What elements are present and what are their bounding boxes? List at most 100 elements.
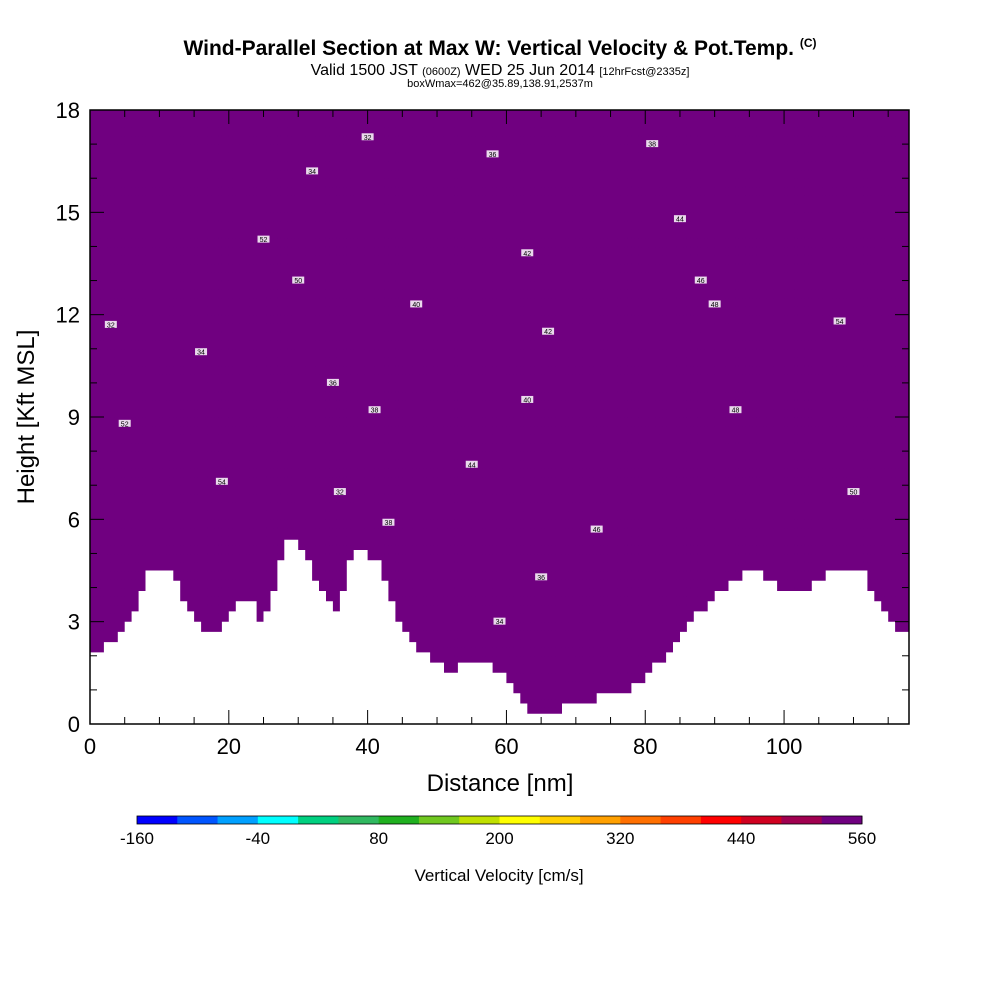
velocity-cell (187, 561, 192, 572)
velocity-cell (235, 502, 240, 512)
velocity-cell (114, 348, 119, 358)
velocity-cell (305, 399, 310, 410)
velocity-cell (124, 169, 129, 179)
velocity-cell (152, 280, 157, 290)
velocity-cell (239, 186, 244, 196)
velocity-cell (235, 365, 240, 375)
velocity-cell (294, 254, 299, 265)
velocity-cell (214, 110, 219, 120)
velocity-cell (263, 186, 268, 196)
velocity-cell (260, 365, 265, 375)
velocity-cell (329, 536, 334, 546)
velocity-cell (128, 110, 133, 120)
velocity-cell (176, 254, 181, 265)
velocity-cell (260, 323, 265, 333)
velocity-cell (287, 340, 292, 350)
velocity-cell (169, 297, 174, 307)
velocity-cell (93, 152, 98, 162)
velocity-cell (194, 570, 199, 580)
velocity-cell (152, 536, 157, 546)
velocity-cell (312, 237, 317, 248)
velocity-cell (242, 579, 247, 589)
velocity-cell (301, 289, 306, 299)
velocity-cell (246, 272, 251, 282)
velocity-cell (246, 374, 251, 384)
velocity-cell (149, 502, 154, 512)
velocity-cell (305, 374, 310, 384)
velocity-cell (315, 519, 320, 529)
velocity-cell (287, 468, 292, 478)
velocity-cell (145, 152, 150, 162)
velocity-cell (312, 220, 317, 230)
velocity-cell (194, 203, 199, 213)
velocity-cell (280, 510, 285, 520)
velocity-cell (135, 306, 140, 316)
velocity-cell (90, 331, 95, 341)
velocity-cell (142, 246, 147, 256)
velocity-cell (187, 280, 192, 290)
velocity-cell (93, 272, 98, 282)
velocity-cell (162, 289, 167, 299)
velocity-cell (152, 254, 157, 265)
velocity-cell (135, 254, 140, 265)
velocity-cell (166, 203, 171, 213)
velocity-cell (329, 544, 334, 555)
velocity-cell (131, 348, 136, 358)
velocity-cell (270, 408, 275, 418)
velocity-cell (131, 434, 136, 444)
velocity-cell (239, 195, 244, 205)
velocity-cell (308, 468, 313, 478)
velocity-cell (194, 152, 199, 162)
velocity-cell (187, 152, 192, 162)
velocity-cell (305, 425, 310, 435)
velocity-cell (183, 374, 188, 384)
velocity-cell (294, 485, 299, 495)
velocity-cell (325, 459, 331, 469)
velocity-cell (142, 382, 147, 393)
velocity-cell (232, 280, 237, 290)
velocity-cell (93, 408, 98, 418)
velocity-cell (142, 289, 147, 299)
velocity-cell (162, 127, 167, 137)
velocity-cell (287, 186, 292, 196)
velocity-cell (180, 451, 185, 461)
velocity-cell (180, 144, 185, 154)
velocity-cell (96, 161, 102, 171)
velocity-cell (142, 434, 147, 444)
velocity-cell (284, 382, 289, 393)
velocity-cell (270, 459, 275, 469)
velocity-cell (190, 459, 195, 469)
velocity-cell (152, 502, 157, 512)
velocity-cell (93, 434, 98, 444)
velocity-cell (93, 229, 98, 239)
velocity-cell (221, 331, 226, 341)
velocity-cell (155, 127, 161, 137)
velocity-cell (204, 314, 209, 324)
velocity-cell (117, 246, 122, 256)
velocity-cell (294, 323, 299, 333)
velocity-cell (201, 451, 206, 461)
velocity-cell (96, 186, 102, 196)
velocity-cell (242, 434, 247, 444)
velocity-cell (305, 527, 310, 537)
velocity-cell (315, 553, 320, 563)
velocity-cell (93, 630, 98, 640)
velocity-cell (235, 382, 240, 393)
velocity-cell (121, 451, 126, 461)
velocity-cell (135, 570, 140, 580)
velocity-cell (96, 417, 102, 427)
velocity-cell (301, 374, 306, 384)
velocity-cell (207, 408, 213, 418)
velocity-cell (242, 118, 247, 128)
velocity-cell (90, 118, 95, 128)
velocity-cell (110, 587, 115, 597)
velocity-cell (194, 527, 199, 537)
velocity-cell (319, 365, 324, 375)
velocity-cell (149, 357, 154, 367)
velocity-cell (266, 314, 272, 324)
velocity-cell (107, 289, 112, 299)
velocity-cell (301, 229, 306, 239)
velocity-cell (214, 425, 219, 435)
velocity-cell (325, 553, 331, 563)
velocity-cell (284, 306, 289, 316)
